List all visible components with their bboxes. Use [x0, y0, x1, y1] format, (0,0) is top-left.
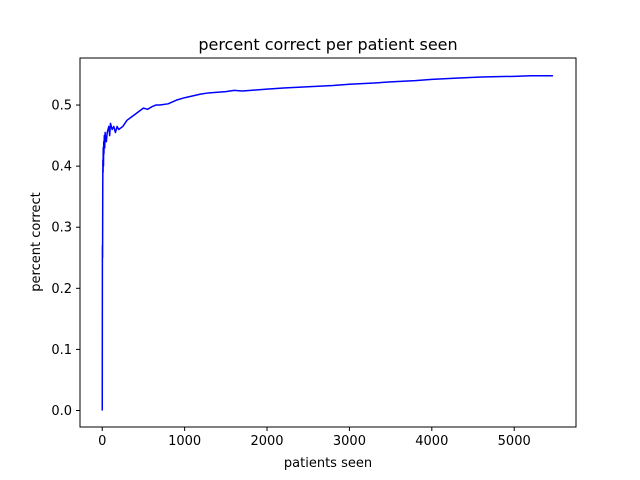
plot-area: [101, 74, 553, 411]
x-tick-label: 1000: [168, 434, 201, 449]
x-tick-label: 5000: [498, 434, 531, 449]
x-tick-label: 0: [98, 434, 106, 449]
series-line-0: [101, 74, 553, 411]
y-tick-label: 0.5: [51, 99, 72, 114]
chart-title: percent correct per patient seen: [198, 35, 457, 54]
y-tick-label: 0.2: [51, 282, 72, 297]
x-tick-label: 2000: [250, 434, 283, 449]
axes-frame: [79, 57, 577, 428]
y-tick-label: 0.4: [51, 160, 72, 175]
x-tick-label: 3000: [333, 434, 366, 449]
y-axis: 0.0 0.1 0.2 0.3 0.4 0.5: [51, 99, 80, 419]
y-tick-label: 0.0: [51, 404, 72, 419]
y-axis-title: percent correct: [29, 192, 44, 291]
x-axis-title: patients seen: [284, 456, 372, 471]
x-tick-label: 4000: [415, 434, 448, 449]
y-tick-label: 0.3: [51, 221, 72, 236]
y-tick-label: 0.1: [51, 343, 72, 358]
x-axis: 0 1000 2000 3000 4000 5000: [98, 427, 531, 449]
